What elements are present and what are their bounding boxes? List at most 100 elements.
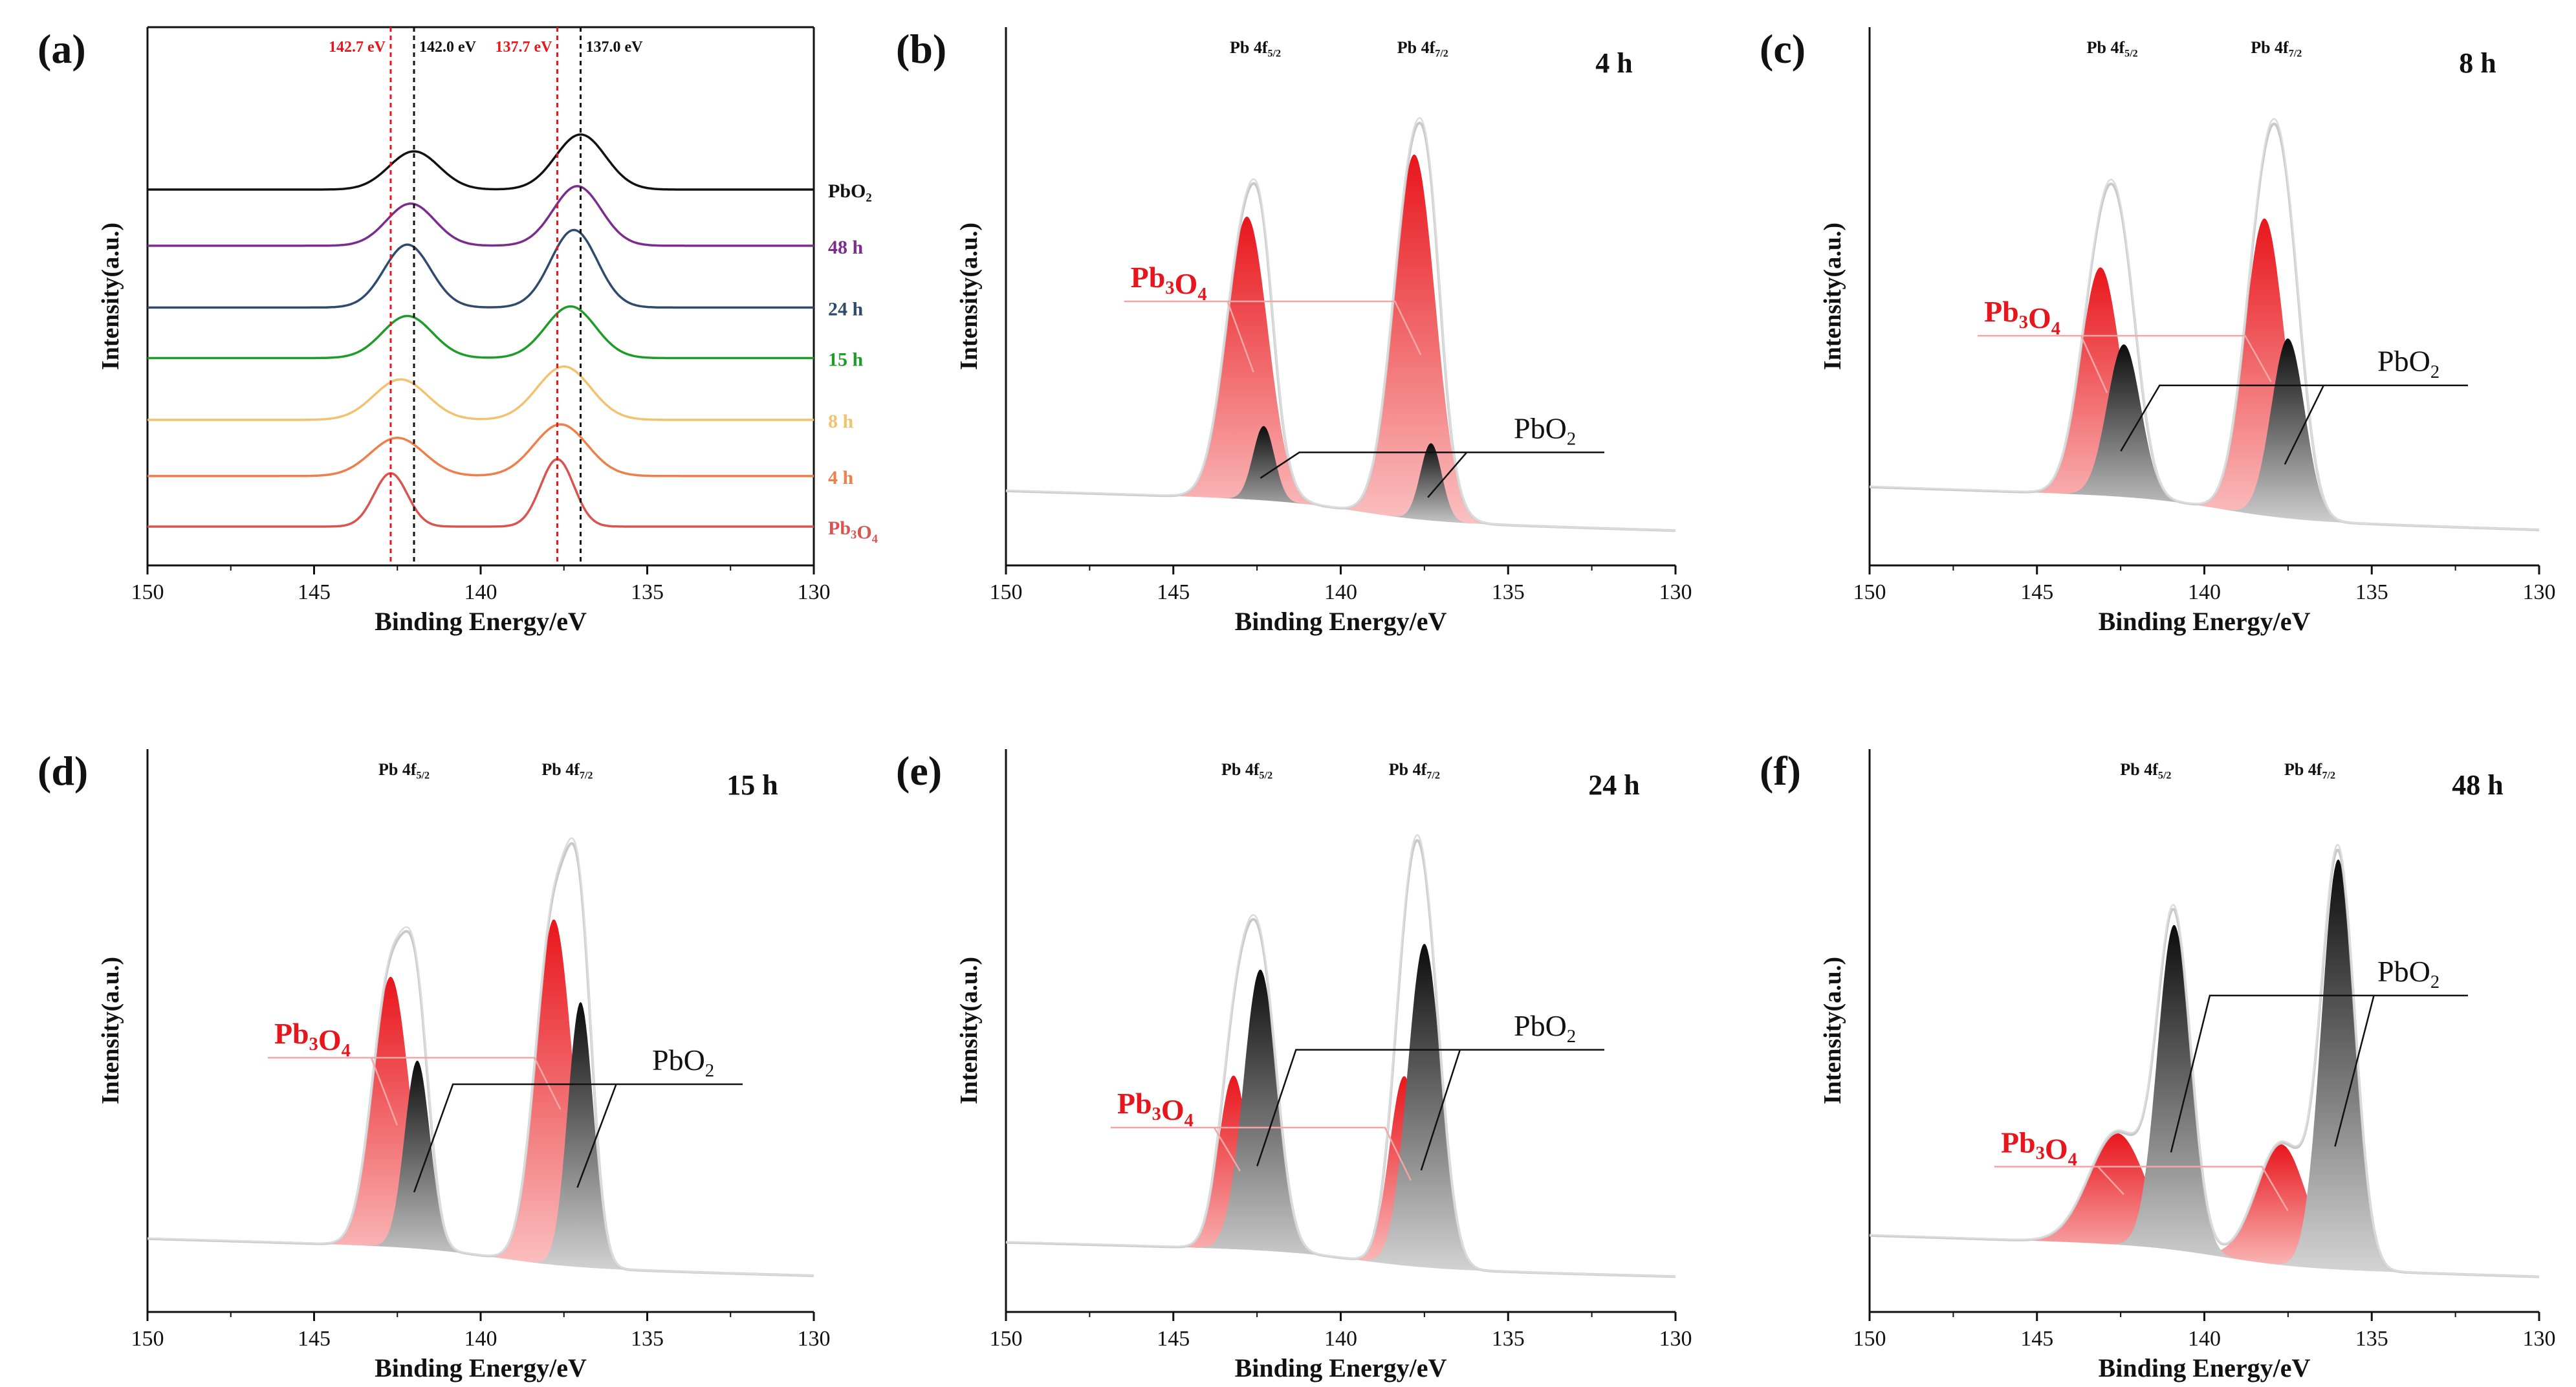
peak-label-4f52: Pb 4f5/2 xyxy=(2087,38,2138,60)
panel-b: 150 145 140 135 130 Binding Energy/eV Intensit… xyxy=(896,26,1692,636)
reference-line-label: 137.0 eV xyxy=(586,39,644,56)
series-label: 8 h xyxy=(828,411,854,432)
pb3o4-callout-line xyxy=(1978,334,2272,382)
raw-spectrum xyxy=(147,837,814,1277)
pb3o4-callout-line xyxy=(1994,1166,2289,1212)
pb3o4-callout-line xyxy=(370,1057,398,1126)
pb3o4-peak xyxy=(147,919,814,1276)
x-axis-label: Binding Energy/eV xyxy=(1235,607,1447,636)
pb3o4-label: Pb3O4 xyxy=(2001,1126,2077,1170)
series-line-pbo2 xyxy=(147,133,814,191)
pb3o4-peak xyxy=(147,977,814,1276)
peak-label-4f72: Pb 4f7/2 xyxy=(1397,38,1448,60)
x-tick-label: 140 xyxy=(2188,1327,2221,1351)
x-tick-label: 135 xyxy=(2355,580,2388,604)
x-tick-label: 140 xyxy=(1324,580,1357,604)
pbo2-callout-line xyxy=(2170,994,2468,1153)
pbo2-peak xyxy=(1006,944,1675,1277)
time-label: 4 h xyxy=(1595,47,1632,79)
panel-f: 150 145 140 135 130 Binding Energy/eV Intensit… xyxy=(1760,748,2556,1382)
pb3o4-callout-line xyxy=(2097,1166,2124,1196)
panel-letter: (d) xyxy=(38,748,88,794)
pbo2-label: PbO2 xyxy=(2377,955,2440,992)
reference-line-label: 142.0 eV xyxy=(419,39,477,56)
panel-letter: (f) xyxy=(1760,748,1801,794)
pbo2-callout-line xyxy=(2284,385,2324,465)
x-tick-label: 150 xyxy=(1853,1327,1886,1351)
x-axis-label: Binding Energy/eV xyxy=(375,607,587,636)
pbo2-label: PbO2 xyxy=(1514,1009,1576,1047)
series-label: Pb3O4 xyxy=(828,518,878,546)
fit-envelope xyxy=(1005,838,1676,1278)
panel-letter: (a) xyxy=(38,26,86,72)
x-tick-label: 145 xyxy=(298,1327,331,1351)
pb3o4-peak xyxy=(1870,1133,2539,1277)
series-label: 24 h xyxy=(828,298,864,320)
fit-envelope xyxy=(1005,121,1676,532)
x-tick-label: 150 xyxy=(131,1327,164,1351)
pb3o4-callout-line xyxy=(1110,1126,1412,1181)
pbo2-callout-line xyxy=(2120,384,2468,452)
x-tick-label: 145 xyxy=(1157,580,1190,604)
x-tick-label: 145 xyxy=(2020,1327,2053,1351)
time-label: 15 h xyxy=(726,769,778,801)
pb3o4-peak xyxy=(1006,216,1675,531)
series-line-15h xyxy=(147,305,814,360)
x-tick-label: 150 xyxy=(990,1327,1023,1351)
series-line-4h xyxy=(147,423,814,477)
x-tick-label: 130 xyxy=(1659,1327,1692,1351)
pb3o4-callout-line xyxy=(1124,300,1422,356)
panel-e: 150 145 140 135 130 Binding Energy/eV Intensit… xyxy=(896,748,1692,1382)
fit-envelope xyxy=(1869,122,2540,532)
pbo2-peak xyxy=(1006,443,1675,531)
x-tick-label: 150 xyxy=(1853,580,1886,604)
y-axis-label: Intensity(a.u.) xyxy=(955,223,983,370)
panel-a: 150 145 140 135 130 Binding Energy/eV Intensit… xyxy=(38,26,878,636)
panel-c: 150 145 140 135 130 Binding Energy/eV Intensit… xyxy=(1760,26,2556,636)
x-tick-label: 140 xyxy=(464,580,497,604)
pb3o4-callout-line xyxy=(2080,335,2108,393)
pbo2-callout-line xyxy=(2334,995,2375,1147)
panel-letter: (e) xyxy=(896,748,942,794)
x-tick-label: 130 xyxy=(2523,580,2556,604)
peak-label-4f52: Pb 4f5/2 xyxy=(2120,760,2171,781)
pbo2-peak xyxy=(1870,924,2539,1277)
series-label: 15 h xyxy=(828,349,864,371)
series-line-24h xyxy=(147,228,814,309)
panel-d: 150 145 140 135 130 Binding Energy/eV Intensit… xyxy=(38,748,831,1382)
x-tick-label: 130 xyxy=(2523,1327,2556,1351)
reference-line-label: 142.7 eV xyxy=(329,39,386,56)
x-tick-label: 140 xyxy=(1324,1327,1357,1351)
peak-label-4f52: Pb 4f5/2 xyxy=(1230,38,1281,60)
x-tick-label: 135 xyxy=(2355,1327,2388,1351)
x-tick-label: 145 xyxy=(298,580,331,604)
panel-letter: (b) xyxy=(896,26,946,72)
pbo2-label: PbO2 xyxy=(652,1043,714,1081)
series-label: PbO2 xyxy=(828,180,872,205)
peak-label-4f72: Pb 4f7/2 xyxy=(2251,38,2302,60)
fit-envelope xyxy=(147,842,814,1278)
peak-label-4f52: Pb 4f5/2 xyxy=(1221,760,1272,781)
time-label: 8 h xyxy=(2459,47,2496,79)
x-tick-label: 150 xyxy=(990,580,1023,604)
x-tick-label: 150 xyxy=(131,580,164,604)
pbo2-callout-line xyxy=(1427,452,1468,498)
pbo2-peak xyxy=(147,1060,814,1276)
pb3o4-peak xyxy=(1006,1075,1675,1277)
reference-line-label: 137.7 eV xyxy=(495,39,552,56)
pbo2-peak xyxy=(1006,969,1675,1277)
x-axis-label: Binding Energy/eV xyxy=(375,1353,587,1382)
x-axis-label: Binding Energy/eV xyxy=(2099,1353,2311,1382)
series-line-8h xyxy=(147,365,814,421)
x-axis-label: Binding Energy/eV xyxy=(2099,607,2311,636)
x-tick-label: 130 xyxy=(1659,580,1692,604)
y-axis-label: Intensity(a.u.) xyxy=(1819,223,1846,370)
raw-spectrum xyxy=(1005,116,1675,532)
x-tick-label: 135 xyxy=(631,580,664,604)
pbo2-callout-line xyxy=(1256,1049,1604,1167)
time-label: 24 h xyxy=(1588,769,1639,801)
y-axis-label: Intensity(a.u.) xyxy=(1819,957,1846,1104)
pb3o4-peak xyxy=(1006,154,1675,531)
pb3o4-label: Pb3O4 xyxy=(1984,295,2060,339)
